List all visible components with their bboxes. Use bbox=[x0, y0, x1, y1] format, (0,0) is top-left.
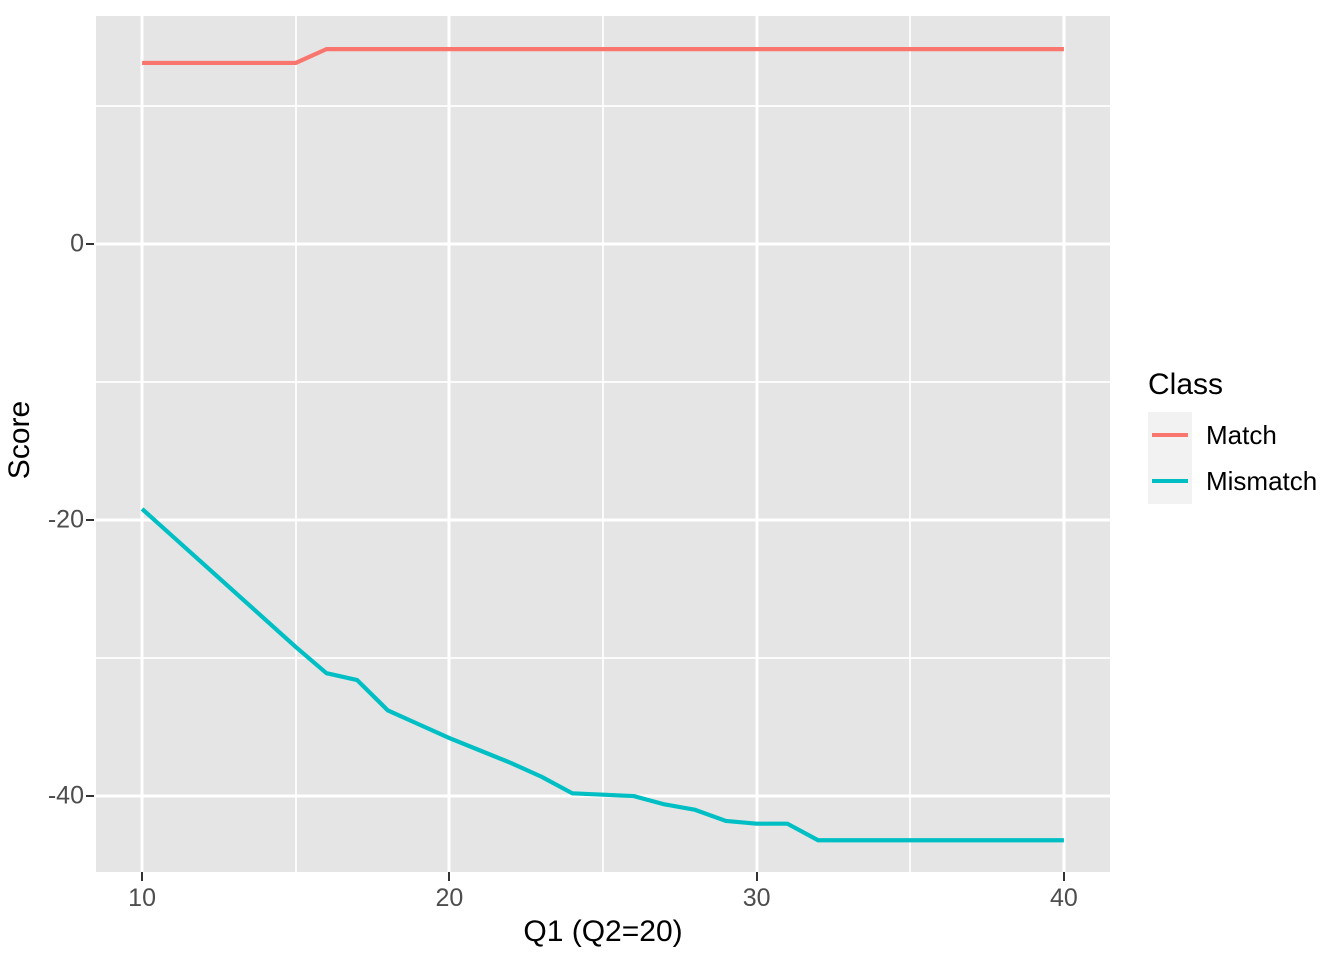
legend-item-label: Match bbox=[1206, 419, 1277, 450]
x-tick-mark bbox=[448, 872, 451, 881]
legend-title: Class bbox=[1148, 368, 1224, 401]
gridline-major-vertical bbox=[755, 16, 759, 872]
gridline-major-horizontal bbox=[96, 242, 1110, 246]
gridline-major-horizontal bbox=[96, 518, 1110, 522]
series-line-match bbox=[142, 47, 1064, 66]
legend-line-icon bbox=[1152, 433, 1188, 437]
plot-panel bbox=[96, 16, 1110, 872]
series-layer bbox=[140, 47, 1064, 843]
y-tick-label: -40 bbox=[47, 781, 84, 810]
gridline-minor-vertical bbox=[909, 16, 912, 872]
y-tick-mark bbox=[86, 795, 94, 798]
legend-items: Match Mismatch bbox=[1148, 412, 1338, 504]
legend-item-mismatch[interactable]: Mismatch bbox=[1148, 458, 1338, 504]
y-axis-ticks: 0 -20 -40 bbox=[40, 0, 94, 960]
y-axis-title: Score bbox=[0, 0, 40, 880]
y-tick-label: -20 bbox=[47, 505, 84, 534]
x-tick-mark bbox=[1062, 872, 1065, 881]
y-axis-title-text: Score bbox=[3, 400, 36, 480]
y-tick-mark bbox=[86, 518, 94, 521]
gridline-minor-vertical bbox=[602, 16, 604, 872]
gridline-minor-vertical bbox=[294, 16, 297, 872]
x-tick-mark bbox=[141, 872, 144, 881]
y-tick-mark bbox=[86, 242, 94, 245]
legend-item-match[interactable]: Match bbox=[1148, 412, 1338, 458]
legend-key-swatch bbox=[1148, 412, 1192, 458]
legend-key-swatch bbox=[1148, 458, 1192, 504]
x-axis-title: Q1 (Q2=20) bbox=[96, 915, 1110, 949]
gridline-major-vertical bbox=[447, 16, 451, 872]
x-axis-title-text: Q1 (Q2=20) bbox=[523, 915, 683, 948]
x-tick-label: 10 bbox=[128, 884, 156, 912]
legend: Class Match Mismatch bbox=[1148, 370, 1338, 504]
series-line-mismatch bbox=[140, 507, 1064, 843]
x-tick-mark bbox=[755, 872, 758, 881]
legend-item-label: Mismatch bbox=[1206, 465, 1318, 496]
x-tick-label: 40 bbox=[1050, 884, 1078, 912]
y-tick-label: 0 bbox=[70, 229, 84, 258]
x-tick-label: 20 bbox=[435, 884, 464, 912]
legend-line-icon bbox=[1152, 479, 1188, 483]
gridline-major-vertical bbox=[140, 16, 144, 872]
gridline-major-vertical bbox=[1062, 16, 1066, 872]
x-tick-label: 30 bbox=[742, 884, 771, 912]
